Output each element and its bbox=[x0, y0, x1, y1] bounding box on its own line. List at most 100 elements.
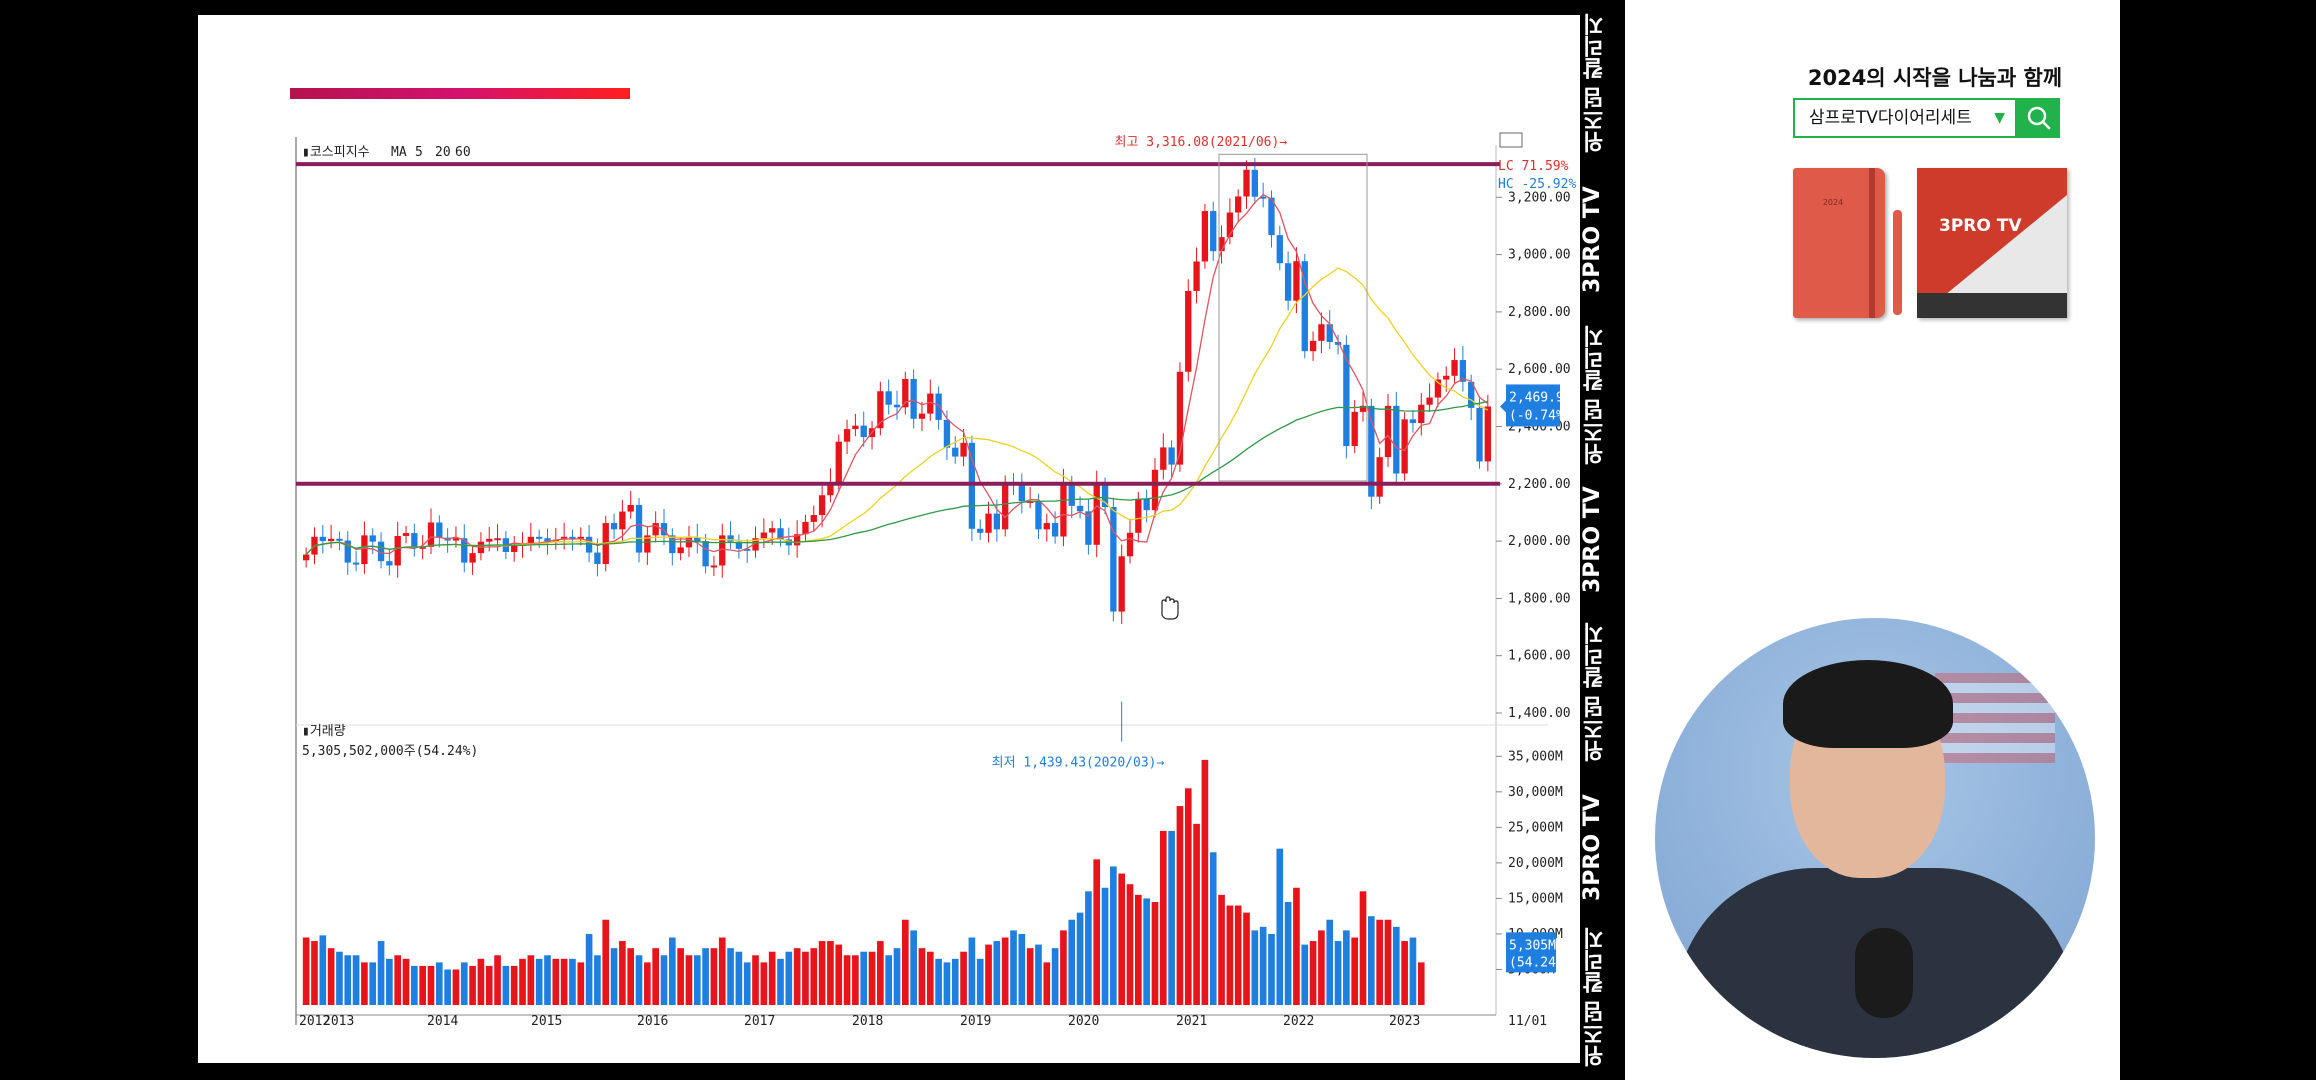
candle bbox=[1160, 447, 1167, 470]
candle bbox=[436, 522, 443, 538]
volume-bar bbox=[585, 933, 593, 1005]
volume-bar bbox=[818, 941, 826, 1005]
candle bbox=[1235, 196, 1242, 213]
candle bbox=[910, 378, 917, 419]
volume-tick-label: 25,000M bbox=[1508, 820, 1563, 835]
candle bbox=[1384, 405, 1392, 458]
candle bbox=[1143, 498, 1150, 511]
candle bbox=[1443, 375, 1450, 380]
volume-bar bbox=[469, 965, 476, 1005]
candle bbox=[885, 391, 892, 405]
candle bbox=[594, 552, 601, 565]
volume-bar bbox=[1151, 901, 1159, 1005]
side-label-3pro: 3PRO TV bbox=[1580, 186, 1605, 294]
candle bbox=[494, 538, 501, 541]
highlight-box bbox=[1218, 153, 1368, 482]
volume-bar bbox=[502, 965, 510, 1005]
candle bbox=[1126, 532, 1134, 557]
current-change-label: (-0.74%) bbox=[1509, 408, 1572, 423]
candle bbox=[843, 429, 851, 442]
candle bbox=[1051, 523, 1059, 537]
volume-bar bbox=[1326, 919, 1334, 1005]
candle bbox=[802, 521, 809, 535]
candle bbox=[1251, 169, 1258, 197]
volume-bar bbox=[1168, 830, 1175, 1005]
candle bbox=[585, 536, 593, 553]
volume-bar bbox=[336, 951, 343, 1005]
volume-bar bbox=[993, 941, 1001, 1005]
volume-bar bbox=[785, 951, 793, 1005]
volume-bar bbox=[1135, 894, 1142, 1005]
candle bbox=[918, 413, 926, 419]
candle bbox=[960, 442, 967, 457]
volume-bar bbox=[610, 948, 618, 1005]
candle bbox=[461, 538, 468, 563]
volume-bar bbox=[1417, 962, 1425, 1005]
candle bbox=[536, 536, 543, 539]
candle bbox=[469, 553, 476, 563]
current-volume-label: 5,305M bbox=[1509, 938, 1556, 953]
volume-bar bbox=[1010, 930, 1017, 1005]
x-tick-label: 2023 bbox=[1389, 1014, 1420, 1029]
candle bbox=[902, 378, 909, 408]
ma-period-label: 20 bbox=[435, 145, 451, 160]
candle bbox=[810, 515, 817, 522]
volume-bar bbox=[702, 948, 709, 1005]
candle bbox=[644, 535, 651, 553]
candle bbox=[394, 535, 401, 566]
candle bbox=[952, 447, 959, 457]
promo-search-button[interactable] bbox=[2017, 98, 2060, 138]
volume-bar bbox=[835, 944, 843, 1005]
candle bbox=[852, 425, 859, 430]
volume-bar bbox=[1376, 919, 1383, 1005]
volume-bar bbox=[1159, 830, 1167, 1005]
candle bbox=[660, 523, 668, 536]
volume-bar bbox=[311, 941, 318, 1005]
candle bbox=[1376, 457, 1383, 497]
volume-bar bbox=[1334, 941, 1342, 1005]
volume-bar bbox=[752, 955, 759, 1005]
volume-bar bbox=[1076, 912, 1084, 1005]
volume-bar bbox=[1218, 894, 1225, 1005]
candle bbox=[977, 528, 984, 533]
side-label-wisdom: 위즈덤 칼리지 bbox=[1583, 927, 1608, 1068]
candle bbox=[1135, 498, 1142, 533]
volume-tick-label: 15,000M bbox=[1508, 891, 1563, 906]
side-brand-strip bbox=[1580, 0, 1625, 1080]
candle bbox=[685, 537, 693, 548]
x-tick-label: 2020 bbox=[1068, 1014, 1099, 1029]
candle bbox=[1484, 406, 1492, 462]
candle bbox=[702, 541, 709, 567]
candle bbox=[985, 513, 992, 533]
volume-bar bbox=[460, 962, 468, 1005]
candle bbox=[818, 495, 826, 516]
promo-product-select[interactable]: 삼프로TV다이어리세트 ▼ bbox=[1793, 98, 2017, 138]
volume-bar bbox=[411, 965, 418, 1005]
x-tick-label: 2019 bbox=[960, 1014, 991, 1029]
diary-notebook-image: 2024 bbox=[1793, 168, 1885, 318]
candle bbox=[1459, 360, 1467, 382]
candle bbox=[1401, 419, 1408, 474]
volume-bar bbox=[760, 962, 768, 1005]
candle bbox=[486, 538, 493, 542]
volume-bar bbox=[960, 951, 967, 1005]
candle bbox=[427, 522, 435, 547]
volume-bar bbox=[718, 937, 726, 1005]
candle bbox=[411, 533, 418, 547]
volume-bar bbox=[352, 955, 360, 1005]
candle bbox=[1368, 405, 1375, 497]
slide-accent-bar bbox=[290, 88, 630, 99]
candle bbox=[1451, 360, 1458, 376]
candle bbox=[652, 523, 659, 536]
candle bbox=[993, 513, 1001, 530]
candle bbox=[710, 565, 718, 568]
candle bbox=[1426, 397, 1433, 405]
candle bbox=[1110, 507, 1117, 612]
candle bbox=[377, 541, 385, 562]
candle bbox=[760, 532, 768, 539]
panel-toggle-icon bbox=[1499, 132, 1523, 148]
volume-bar bbox=[901, 919, 909, 1005]
volume-bar bbox=[868, 951, 876, 1005]
calendar-logo: 3PRO TV bbox=[1939, 216, 2022, 236]
volume-bar bbox=[1226, 905, 1234, 1005]
